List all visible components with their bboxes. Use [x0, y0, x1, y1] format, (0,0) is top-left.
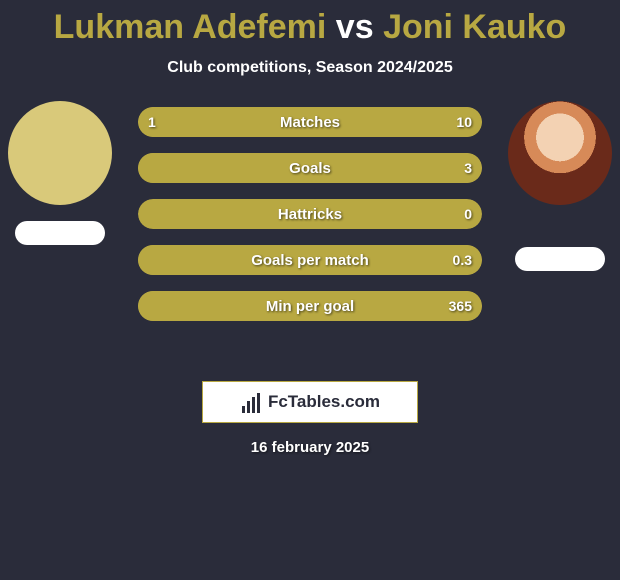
stat-label: Matches [138, 107, 482, 137]
player-left-name-pill [15, 221, 105, 245]
comparison-chart: Matches1 10 Goals3 Hattricks0 Goals per matc… [0, 107, 620, 357]
stat-value-right: 0 [454, 199, 482, 229]
stat-row: Hattricks0 [138, 199, 482, 229]
logo-text: FcTables.com [268, 392, 380, 412]
comparison-title: Lukman Adefemi vs Joni Kauko [0, 0, 620, 47]
stat-value-left: 1 [138, 107, 166, 137]
player-right-column [500, 101, 620, 271]
stat-row: Matches1 10 [138, 107, 482, 137]
stat-label: Goals [138, 153, 482, 183]
title-vs: vs [336, 8, 374, 46]
player-left-column [0, 101, 120, 245]
player-right-name-pill [515, 247, 605, 271]
title-player2: Joni Kauko [383, 8, 566, 46]
stat-label: Hattricks [138, 199, 482, 229]
stat-value-right: 10 [446, 107, 482, 137]
fctables-logo[interactable]: FcTables.com [202, 381, 418, 423]
player-right-avatar [508, 101, 612, 205]
stat-row: Min per goal365 [138, 291, 482, 321]
title-player1: Lukman Adefemi [54, 8, 327, 46]
stat-label: Goals per match [138, 245, 482, 275]
subtitle: Club competitions, Season 2024/2025 [0, 59, 620, 77]
player-left-avatar [8, 101, 112, 205]
stat-row: Goals3 [138, 153, 482, 183]
stat-value-right: 3 [454, 153, 482, 183]
snapshot-date: 16 february 2025 [0, 439, 620, 456]
stat-label: Min per goal [138, 291, 482, 321]
stat-bars: Matches1 10 Goals3 Hattricks0 Goals per matc… [138, 107, 482, 321]
stat-row: Goals per match0.3 [138, 245, 482, 275]
stat-value-right: 365 [439, 291, 482, 321]
stat-value-right: 0.3 [443, 245, 482, 275]
bar-chart-icon [240, 391, 262, 413]
